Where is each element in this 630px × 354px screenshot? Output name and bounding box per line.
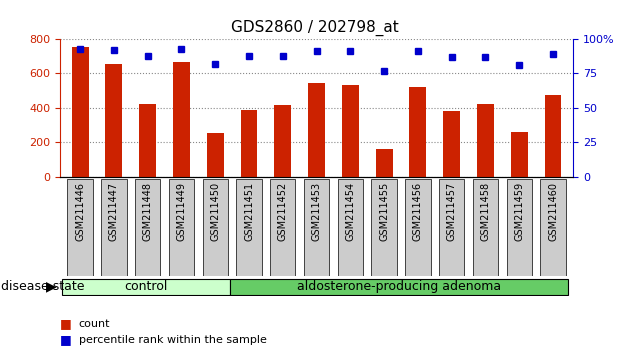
Text: GSM211454: GSM211454	[345, 182, 355, 241]
Text: ■: ■	[60, 318, 72, 330]
Text: GSM211447: GSM211447	[109, 182, 119, 241]
Bar	[338, 179, 363, 276]
Text: percentile rank within the sample: percentile rank within the sample	[79, 335, 266, 345]
Text: GSM211448: GSM211448	[142, 182, 152, 241]
Text: aldosterone-producing adenoma: aldosterone-producing adenoma	[297, 280, 501, 293]
Bar	[507, 179, 532, 276]
Text: GSM211453: GSM211453	[312, 182, 321, 241]
Bar	[472, 179, 498, 276]
Bar	[439, 179, 464, 276]
Bar	[410, 87, 427, 177]
Bar	[241, 110, 258, 177]
Bar	[173, 62, 190, 177]
Bar	[105, 64, 122, 177]
Bar	[308, 83, 325, 177]
Text: ■: ■	[60, 333, 72, 346]
Bar	[405, 179, 430, 276]
Text: GSM211446: GSM211446	[75, 182, 85, 241]
Bar	[270, 179, 295, 276]
Text: control: control	[124, 280, 168, 293]
Text: GSM211449: GSM211449	[176, 182, 186, 241]
Bar	[207, 133, 224, 177]
Bar	[444, 110, 460, 177]
Text: GSM211451: GSM211451	[244, 182, 254, 241]
Text: count: count	[79, 319, 110, 329]
Bar	[139, 104, 156, 177]
Bar	[274, 105, 291, 177]
Bar	[342, 85, 359, 177]
Bar	[544, 95, 561, 177]
Bar	[236, 179, 261, 276]
Bar	[101, 179, 127, 276]
Text: GSM211456: GSM211456	[413, 182, 423, 241]
Bar	[231, 279, 568, 295]
Text: GSM211458: GSM211458	[481, 182, 491, 241]
Bar	[72, 47, 89, 177]
Text: ▶: ▶	[47, 280, 57, 294]
Bar	[62, 279, 231, 295]
Bar	[372, 179, 397, 276]
Text: GSM211452: GSM211452	[278, 182, 288, 241]
Bar	[203, 179, 228, 276]
Text: disease state: disease state	[1, 280, 85, 293]
Bar	[511, 132, 528, 177]
Bar	[304, 179, 329, 276]
Bar	[67, 179, 93, 276]
Bar	[169, 179, 194, 276]
Text: GSM211450: GSM211450	[210, 182, 220, 241]
Bar	[135, 179, 161, 276]
Text: GSM211457: GSM211457	[447, 182, 457, 241]
Bar	[375, 149, 392, 177]
Text: GSM211459: GSM211459	[514, 182, 524, 241]
Text: GSM211460: GSM211460	[548, 182, 558, 241]
Bar	[541, 179, 566, 276]
Text: GSM211455: GSM211455	[379, 182, 389, 241]
Text: GDS2860 / 202798_at: GDS2860 / 202798_at	[231, 19, 399, 36]
Bar	[477, 104, 494, 177]
